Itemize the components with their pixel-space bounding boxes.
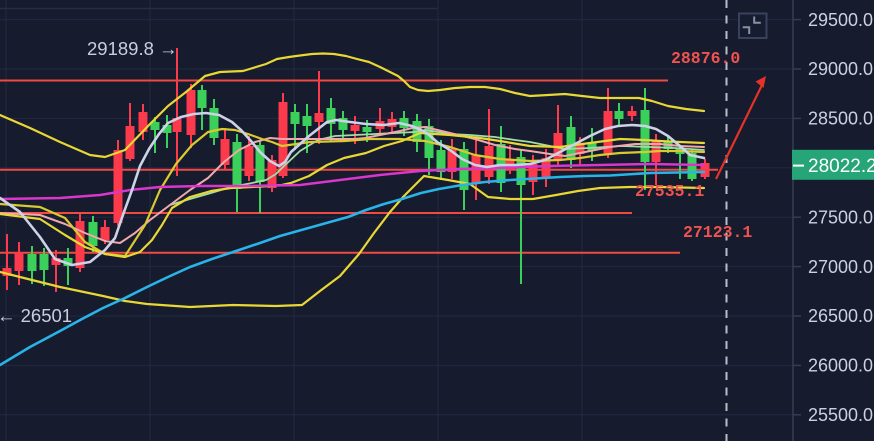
svg-text:28876.0: 28876.0 [671,49,740,68]
svg-text:← 26501: ← 26501 [0,305,72,326]
svg-text:25500.0: 25500.0 [808,405,873,425]
svg-text:27123.1: 27123.1 [683,223,752,242]
svg-text:28022.2: 28022.2 [808,156,874,177]
svg-text:26500.0: 26500.0 [808,306,873,326]
svg-text:29000.0: 29000.0 [808,59,873,79]
svg-text:29500.0: 29500.0 [808,10,873,30]
svg-text:27500.0: 27500.0 [808,207,873,227]
svg-text:28500.0: 28500.0 [808,109,873,129]
svg-text:27535.1: 27535.1 [635,182,704,201]
svg-text:29189.8 →: 29189.8 → [87,38,178,59]
svg-text:26000.0: 26000.0 [808,356,873,376]
svg-text:27000.0: 27000.0 [808,257,873,277]
